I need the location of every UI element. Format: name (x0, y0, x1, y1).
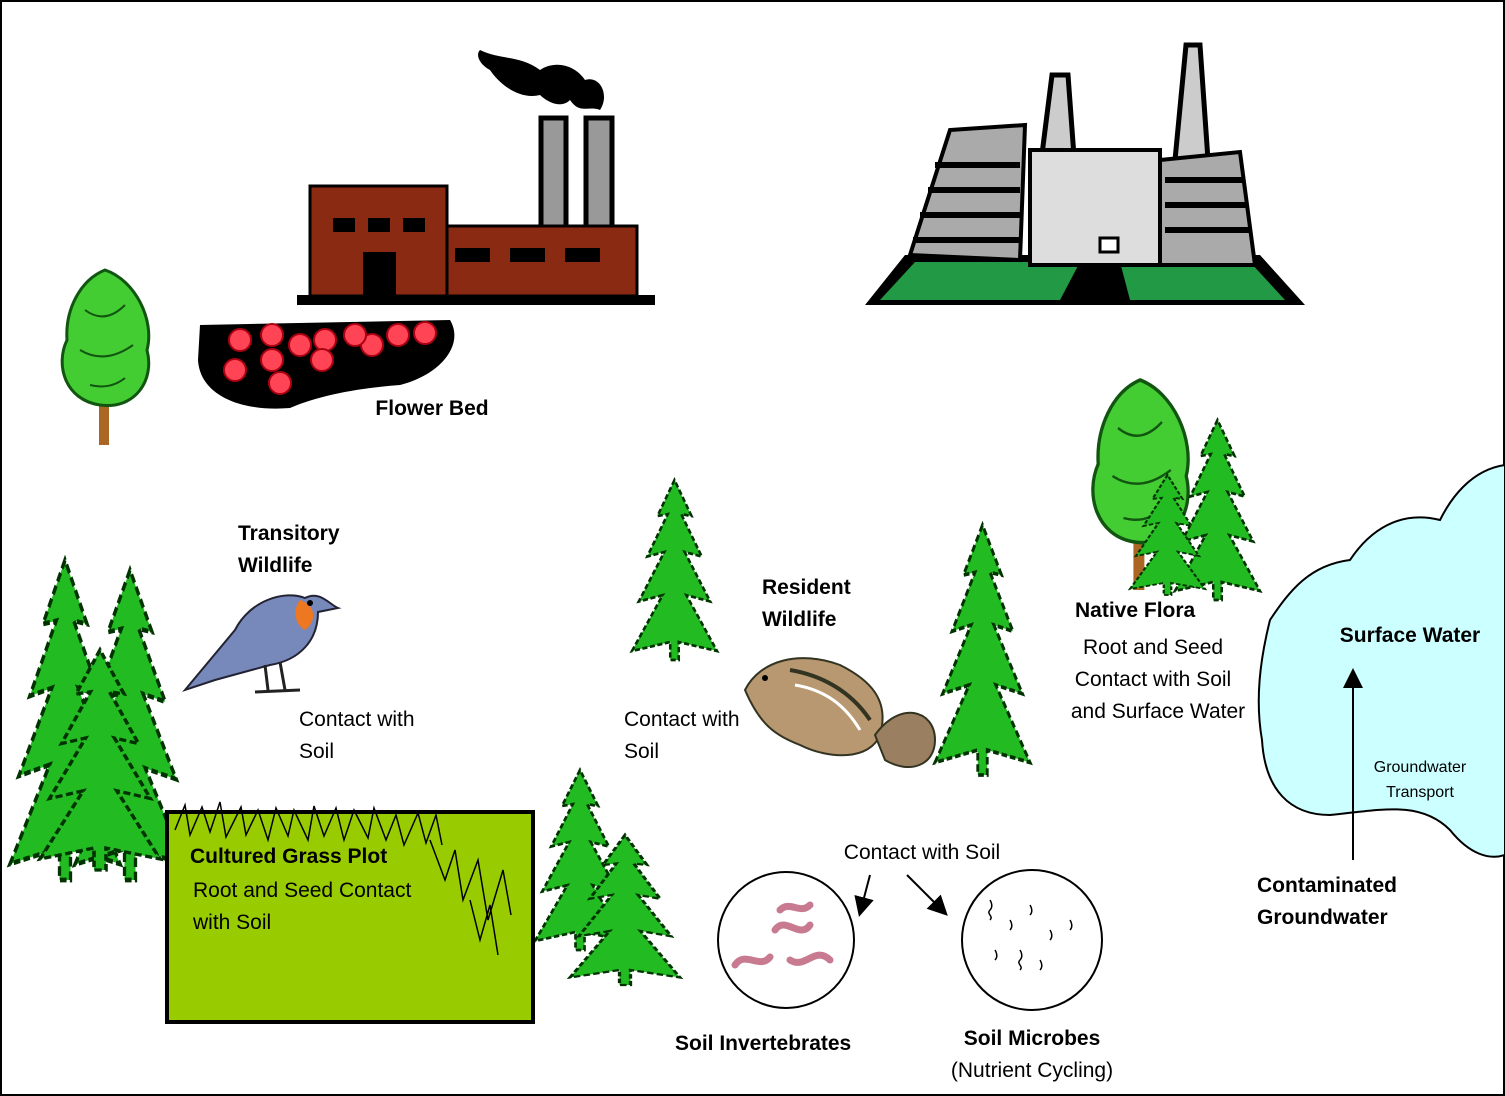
microbes-label: Soil Microbes (964, 1027, 1101, 1050)
soil-organisms (718, 870, 1102, 1010)
resident-wildlife-label: Resident (762, 576, 851, 599)
transport-label: Transport (1386, 784, 1454, 801)
transitory-wildlife-label: Wildlife (238, 554, 312, 577)
groundwater-label: Groundwater (1257, 906, 1388, 929)
native-flora-label: Native Flora (1075, 599, 1196, 622)
tree (62, 270, 149, 445)
contact-label: Contact with (624, 708, 740, 731)
power-plant (865, 45, 1305, 305)
contact-label: Root and Seed (1083, 636, 1223, 659)
native-flora-trees (1093, 380, 1260, 600)
chipmunk (745, 658, 935, 767)
contact-label: Root and Seed Contact (193, 879, 411, 902)
factory (297, 50, 655, 305)
contact-label: and Surface Water (1071, 700, 1245, 723)
invertebrates-label: Soil Invertebrates (675, 1032, 851, 1055)
flower-bed-label: Flower Bed (375, 397, 488, 420)
transitory-wildlife-label: Transitory (238, 522, 340, 545)
contact-label: Soil (624, 740, 659, 763)
surface-water (1259, 465, 1505, 860)
contact-label: with Soil (192, 911, 271, 934)
nutrient-label: (Nutrient Cycling) (951, 1059, 1113, 1082)
surface-water-label: Surface Water (1340, 624, 1480, 647)
resident-wildlife-label: Wildlife (762, 608, 836, 631)
grass-plot-label: Cultured Grass Plot (190, 845, 387, 868)
diagram: Flower Bed Transitory Wildlife Contact w… (0, 0, 1505, 1096)
groundwater-label: Contaminated (1257, 874, 1397, 897)
contact-label: Soil (299, 740, 334, 763)
contact-label: Contact with (299, 708, 415, 731)
contact-label: Contact with Soil (844, 841, 1000, 864)
flower-bed (198, 320, 454, 409)
contact-label: Contact with Soil (1075, 668, 1231, 691)
transport-label: Groundwater (1374, 759, 1467, 776)
bird (185, 595, 338, 692)
